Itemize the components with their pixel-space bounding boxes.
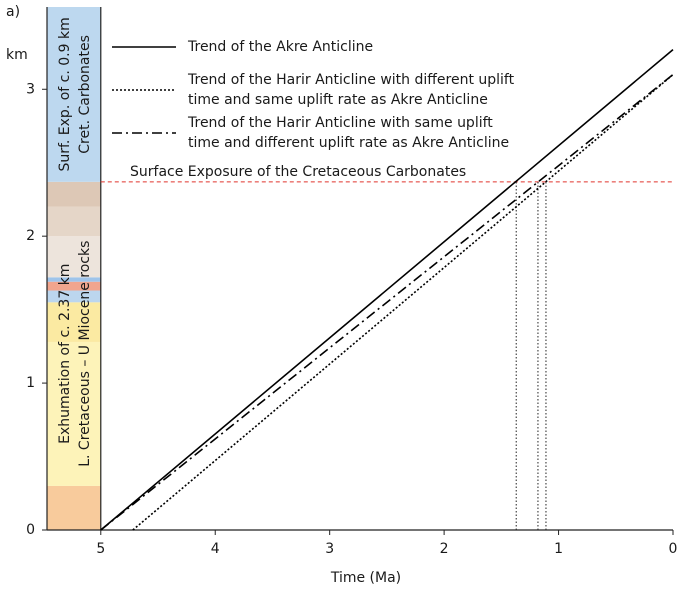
column-band [47,277,101,282]
series-line [132,73,674,531]
column-band [47,290,101,303]
column-text: L. Cretaceous – U Miocene rocks [77,241,93,467]
column-band [47,302,101,342]
legend-label: Trend of the Harir Anticline with differ… [187,72,515,88]
y-tick-label: 0 [26,522,35,538]
legend-label: time and same uplift rate as Akre Anticl… [188,92,488,108]
column-band [47,181,101,207]
x-tick-label: 5 [96,541,105,557]
x-tick-label: 3 [325,541,334,557]
panel-label: a) [6,4,20,20]
series-line [100,73,674,531]
y-tick-label: 2 [26,228,35,244]
reference-label: Surface Exposure of the Cretaceous Carbo… [130,164,466,180]
x-tick-label: 1 [554,541,563,557]
legend-label: time and different uplift rate as Akre A… [188,135,509,151]
x-axis-label: Time (Ma) [330,570,401,586]
column-band [47,485,101,530]
column-text: Exhumation of c. 2.37 km [57,264,73,444]
column-text: Cret. Carbonates [77,35,93,154]
y-tick-label: 1 [26,375,35,391]
legend-label: Trend of the Harir Anticline with same u… [187,115,493,131]
column-band [47,7,101,182]
column-text: Surf. Exp. of c. 0.9 km [57,17,73,171]
column-band [47,236,101,278]
y-axis-label: km [6,47,28,63]
series-line [100,48,674,531]
column-band [47,206,101,237]
legend-label: Trend of the Akre Anticline [187,39,373,55]
y-tick-label: 3 [26,81,35,97]
column-band [47,281,101,291]
x-tick-label: 2 [440,541,449,557]
column-band [47,341,101,486]
x-tick-label: 0 [669,541,678,557]
x-tick-label: 4 [211,541,220,557]
